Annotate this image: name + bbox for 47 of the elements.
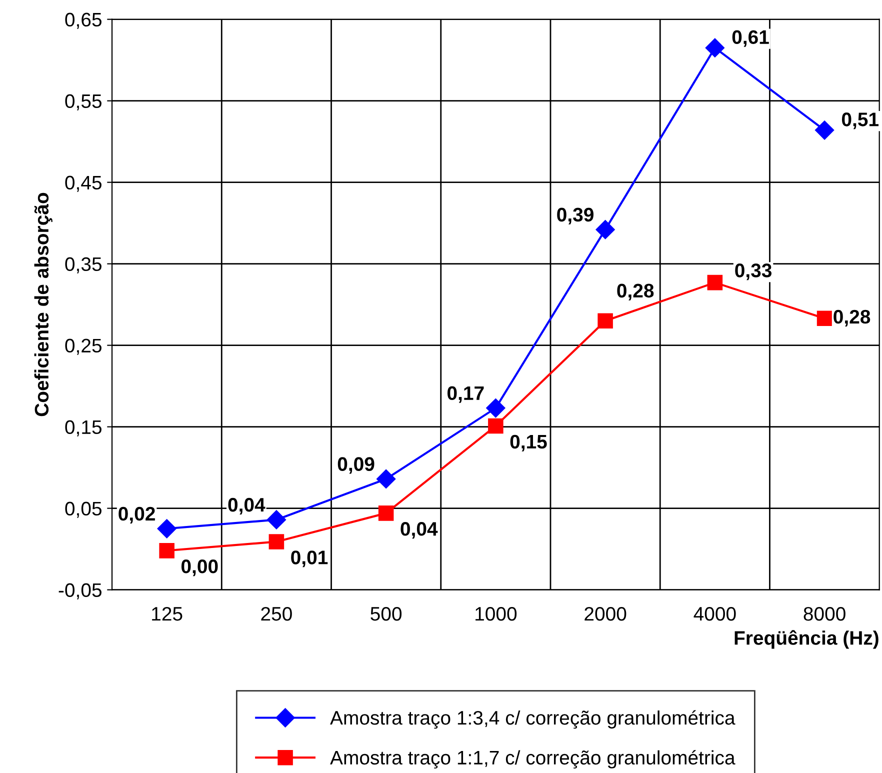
point xyxy=(488,418,504,434)
y-tick-label: 0,65 xyxy=(65,12,102,29)
data-label: 0,33 xyxy=(735,264,772,280)
point xyxy=(705,38,724,58)
x-tick-label: 125 xyxy=(152,606,182,621)
x-tick-label: 1000 xyxy=(476,606,517,621)
point xyxy=(598,313,613,328)
data-label: 0,28 xyxy=(617,284,654,300)
data-label: 0,15 xyxy=(510,434,547,452)
data-label: 0,51 xyxy=(842,112,879,130)
y-tick-label: 0,25 xyxy=(65,338,102,355)
y-tick-label: 0,05 xyxy=(65,502,102,518)
data-label: 0,04 xyxy=(400,522,438,539)
point xyxy=(378,506,394,521)
point xyxy=(707,274,723,290)
point xyxy=(157,519,176,538)
data-label: 0,01 xyxy=(291,550,328,568)
point xyxy=(815,120,834,140)
x-tick-label: 8000 xyxy=(804,606,846,621)
point xyxy=(266,510,286,530)
point xyxy=(596,220,615,240)
data-label: 0,04 xyxy=(228,498,266,515)
data-label: 0,09 xyxy=(338,457,374,474)
y-tick-label: 0,35 xyxy=(65,257,102,274)
data-label: 0,28 xyxy=(834,310,870,326)
point xyxy=(816,310,832,326)
x-tick-label: 250 xyxy=(261,606,292,621)
y-tick-label: 0,15 xyxy=(65,420,102,436)
x-tick-label: 500 xyxy=(370,606,402,621)
point xyxy=(159,543,174,558)
data-label: 0,39 xyxy=(557,208,594,224)
point xyxy=(486,398,506,418)
legend-label: Amostra traço 1:3,4 c/ correção granulométrica xyxy=(330,710,736,729)
x-axis-title: Freqüência (Hz) xyxy=(734,630,878,649)
y-tick-label: 0,45 xyxy=(65,176,102,192)
y-axis-title: Coeficiente de absorção xyxy=(34,192,52,416)
x-tick-label: 2000 xyxy=(584,606,626,621)
data-label: 0,17 xyxy=(448,386,484,403)
data-label: 0,61 xyxy=(732,30,769,47)
y-tick-label: -0,05 xyxy=(58,583,102,600)
x-tick-label: 4000 xyxy=(694,606,736,621)
y-tick-label: 0,55 xyxy=(65,94,102,110)
data-label: 0,02 xyxy=(118,506,155,524)
data-label: 0,00 xyxy=(181,560,218,576)
point xyxy=(376,469,396,488)
point xyxy=(268,534,284,550)
legend-label: Amostra traço 1:1,7 c/ correção granulométrica xyxy=(330,750,736,769)
